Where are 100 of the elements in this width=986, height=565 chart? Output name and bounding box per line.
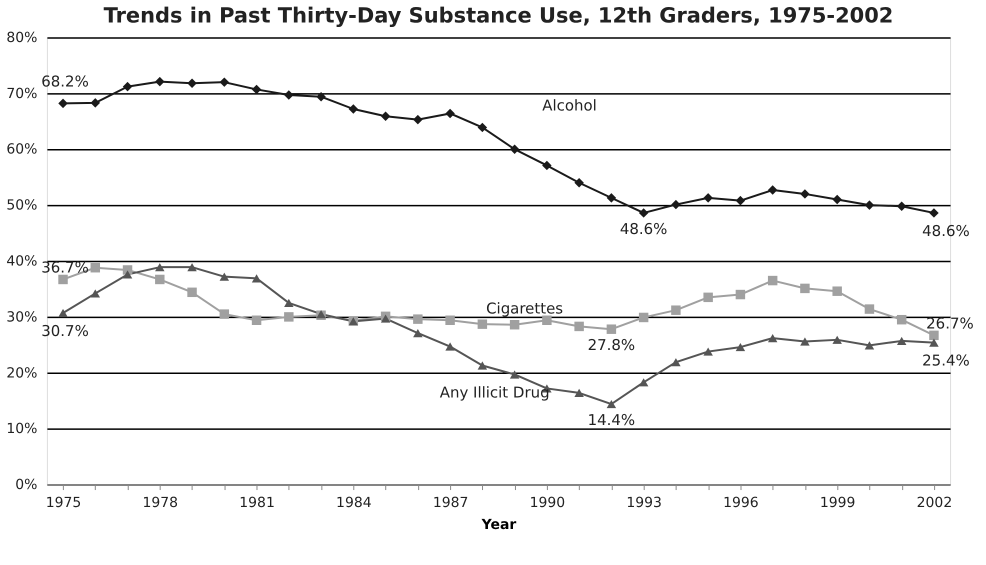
point: [187, 78, 197, 88]
point: [445, 316, 455, 325]
point: [606, 400, 616, 408]
series-label: Cigarettes: [486, 300, 564, 318]
x-tick-label: 1975: [46, 495, 82, 512]
x-axis-title: Year: [480, 516, 516, 533]
point: [671, 200, 681, 210]
point: [220, 77, 230, 87]
point: [58, 274, 68, 284]
data-label: 36.7%: [41, 258, 89, 276]
x-tick-label: 1996: [723, 495, 759, 512]
point: [155, 263, 165, 272]
point: [896, 202, 906, 211]
point: [638, 312, 648, 322]
point: [510, 144, 520, 154]
x-tick-label: 1999: [820, 495, 856, 512]
point: [768, 334, 778, 342]
x-tick-label: 1978: [142, 495, 178, 512]
point: [348, 104, 358, 114]
point: [90, 289, 100, 298]
point: [703, 347, 713, 356]
point: [896, 314, 906, 324]
point: [703, 193, 713, 203]
point: [478, 122, 488, 132]
point: [896, 336, 906, 346]
y-tick-label: 60%: [6, 142, 38, 158]
point: [703, 292, 713, 302]
x-tick-label: 1990: [530, 495, 566, 512]
point: [864, 200, 874, 210]
series-label: Any Illicit Drug: [440, 383, 550, 402]
point: [380, 314, 390, 323]
data-label: 48.6%: [620, 220, 668, 238]
point: [413, 329, 423, 338]
y-tick-label: 30%: [6, 309, 38, 326]
point: [606, 324, 616, 334]
point: [800, 337, 810, 346]
point: [864, 304, 874, 314]
y-tick-label: 20%: [6, 365, 38, 382]
point: [90, 262, 100, 272]
point: [864, 341, 874, 350]
point: [574, 388, 584, 398]
point: [252, 274, 262, 282]
point: [638, 378, 648, 386]
point: [800, 189, 810, 199]
y-tick-label: 40%: [6, 254, 38, 270]
point: [929, 208, 939, 218]
point: [58, 308, 68, 318]
point: [832, 194, 842, 204]
point: [220, 309, 230, 319]
y-tick-label: 0%: [15, 477, 38, 494]
point: [252, 84, 262, 94]
point: [445, 108, 455, 118]
data-label: 26.7%: [926, 314, 974, 332]
point: [638, 208, 648, 218]
point: [284, 312, 294, 322]
point: [736, 342, 746, 352]
y-tick-label: 80%: [6, 30, 38, 46]
data-label: 25.4%: [922, 352, 970, 370]
point: [929, 330, 939, 340]
point: [122, 82, 132, 92]
point: [574, 178, 584, 188]
point: [478, 319, 488, 329]
point: [90, 98, 100, 108]
point: [671, 305, 681, 315]
x-tick-label: 1984: [336, 495, 372, 512]
point: [510, 370, 520, 379]
x-tick-label: 1987: [432, 495, 468, 512]
data-label: 48.6%: [922, 222, 970, 240]
point: [316, 92, 326, 102]
point: [187, 288, 197, 298]
point: [542, 160, 552, 170]
point: [58, 98, 68, 108]
point: [252, 316, 262, 325]
point: [574, 322, 584, 332]
data-label: 68.2%: [41, 72, 89, 90]
data-label: 27.8%: [588, 336, 636, 354]
point: [155, 76, 165, 86]
point: [413, 114, 423, 124]
chart-title: Trends in Past Thirty-Day Substance Use, 12th Graders, 1975-2002: [104, 4, 894, 28]
x-tick-label: 1993: [626, 495, 662, 512]
point: [284, 90, 294, 100]
y-tick-label: 10%: [6, 421, 38, 438]
point: [768, 276, 778, 286]
point: [832, 336, 842, 344]
point: [187, 263, 197, 272]
x-tick-label: 2002: [916, 495, 952, 512]
point: [380, 112, 390, 121]
point: [510, 320, 520, 330]
point: [671, 358, 681, 366]
data-label: 14.4%: [588, 411, 636, 430]
point: [832, 286, 842, 296]
point: [800, 284, 810, 294]
point: [155, 274, 165, 284]
text: Alcohol: [542, 96, 597, 114]
y-tick-label: 70%: [6, 86, 38, 102]
point: [478, 361, 488, 370]
point: [413, 314, 423, 324]
x-tick-label: 1981: [239, 495, 275, 512]
point: [122, 270, 132, 279]
point: [220, 272, 230, 281]
